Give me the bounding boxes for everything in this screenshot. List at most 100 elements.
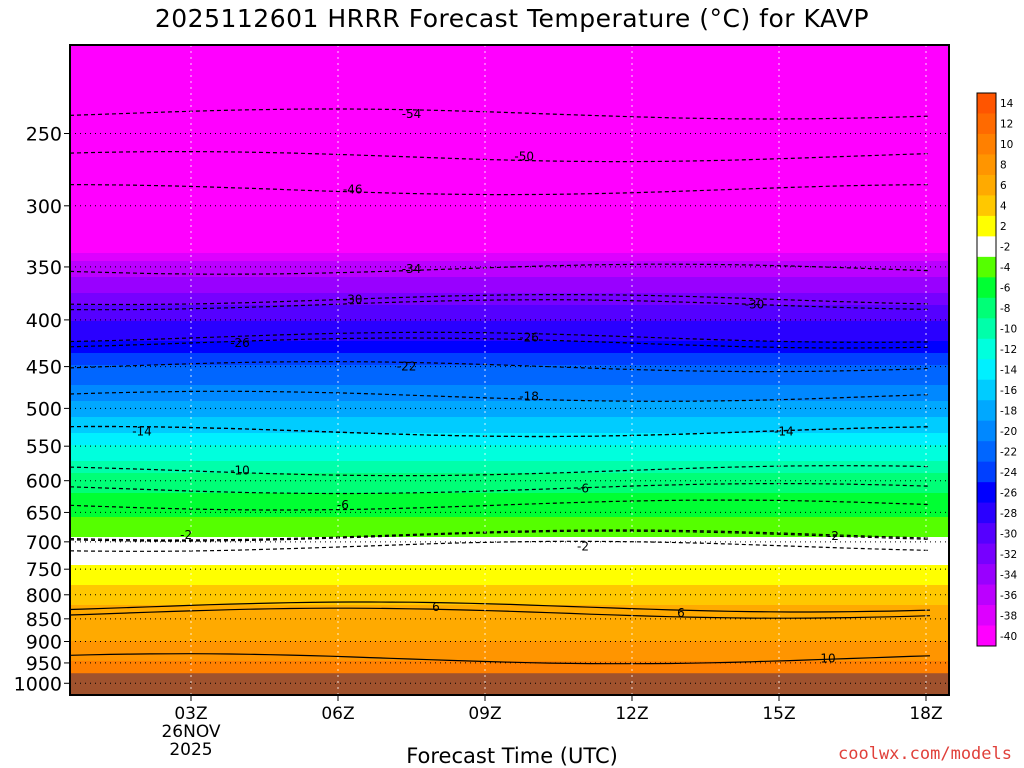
isotherm-line	[70, 530, 931, 542]
temperature-band	[70, 437, 949, 442]
temperature-band	[70, 61, 949, 66]
temperature-band	[70, 645, 949, 650]
temperature-band	[70, 669, 949, 674]
temperature-band	[70, 657, 949, 662]
temperature-band	[70, 133, 949, 138]
colorbar-frame	[976, 92, 997, 647]
temperature-band	[70, 169, 949, 174]
temperature-band	[70, 429, 949, 434]
temperature-band	[70, 349, 949, 354]
contour-label: -50	[514, 150, 534, 164]
isotherm-line	[70, 184, 931, 196]
temperature-band	[70, 489, 949, 494]
temperature-band	[70, 113, 949, 118]
contour-label: -54	[402, 107, 422, 121]
temperature-band	[70, 561, 949, 566]
colorbar-label: -38	[1000, 610, 1017, 622]
isotherm-line	[70, 390, 931, 402]
colorbar-label: -14	[1000, 365, 1017, 377]
temperature-band	[70, 405, 949, 410]
temperature-band	[70, 137, 949, 142]
temperature-band	[70, 401, 949, 406]
temperature-band	[70, 589, 949, 594]
temperature-band	[70, 293, 949, 298]
contour-label: -22	[397, 360, 417, 374]
temperature-band	[70, 321, 949, 326]
temperature-band	[70, 433, 949, 438]
temperature-band	[70, 217, 949, 222]
isotherm-line	[70, 331, 931, 343]
isotherm-line	[70, 499, 931, 511]
temperature-band	[70, 541, 949, 546]
temperature-band	[70, 621, 949, 626]
temperature-band	[70, 553, 949, 558]
temperature-band	[70, 97, 949, 102]
temperature-band	[70, 161, 949, 166]
temperature-band	[70, 601, 949, 606]
temperature-band	[70, 261, 949, 266]
colorbar-swatch	[977, 625, 996, 647]
temperature-band	[70, 345, 949, 350]
y-tick-label: 750	[26, 559, 62, 581]
contour-label: -2	[827, 529, 839, 543]
temperature-band	[70, 449, 949, 454]
temperature-band	[70, 365, 949, 370]
temperature-band	[70, 233, 949, 238]
temperature-band	[70, 441, 949, 446]
temperature-band	[70, 305, 949, 310]
colorbar-label: -32	[1000, 549, 1017, 561]
isotherm-line	[70, 299, 931, 311]
colorbar-swatch	[977, 113, 996, 135]
temperature-band	[70, 521, 949, 526]
temperature-band	[70, 637, 949, 642]
colorbar-label: -22	[1000, 446, 1017, 458]
colorbar-swatch	[977, 215, 996, 237]
temperature-band	[70, 253, 949, 258]
temperature-band	[70, 641, 949, 646]
temperature-band	[70, 665, 949, 670]
temperature-band	[70, 461, 949, 466]
temperature-band	[70, 325, 949, 330]
temperature-band	[70, 361, 949, 366]
temperature-band	[70, 313, 949, 318]
y-tick-label: 550	[26, 436, 62, 458]
y-tick-label: 950	[26, 653, 62, 675]
contour-label: -26	[230, 336, 250, 350]
isotherm-line	[70, 529, 931, 541]
temperature-band	[70, 189, 949, 194]
temperature-band	[70, 153, 949, 158]
colorbar-label: -4	[1000, 262, 1011, 274]
temperature-band	[70, 549, 949, 554]
colorbar-swatch	[977, 461, 996, 483]
colorbar-swatch	[977, 482, 996, 504]
isotherm-line	[70, 653, 931, 665]
temperature-band	[70, 473, 949, 478]
temperature-band	[70, 77, 949, 82]
y-tick-label: 600	[26, 471, 62, 493]
colorbar-label: -30	[1000, 528, 1017, 540]
source-credit[interactable]: coolwx.com/models	[838, 744, 1012, 764]
isotherm-line	[70, 294, 931, 306]
temperature-band	[70, 249, 949, 254]
temperature-band	[70, 445, 949, 450]
temperature-band	[70, 625, 949, 630]
temperature-band	[70, 149, 949, 154]
colorbar-swatch	[977, 359, 996, 381]
temperature-band	[70, 69, 949, 74]
temperature-band	[70, 129, 949, 134]
colorbar-swatch	[977, 256, 996, 278]
colorbar-swatch	[977, 133, 996, 155]
temperature-band	[70, 417, 949, 422]
colorbar-swatch	[977, 318, 996, 340]
colorbar-label: 10	[1000, 139, 1013, 151]
colorbar-label: -8	[1000, 303, 1010, 315]
y-tick-label: 850	[26, 609, 62, 631]
temperature-band	[70, 289, 949, 294]
temperature-band	[70, 385, 949, 390]
ground-surface	[70, 673, 949, 695]
temperature-band	[70, 277, 949, 282]
temperature-band	[70, 597, 949, 602]
temperature-band	[70, 105, 949, 110]
temperature-band	[70, 57, 949, 62]
plot-area	[70, 45, 949, 695]
